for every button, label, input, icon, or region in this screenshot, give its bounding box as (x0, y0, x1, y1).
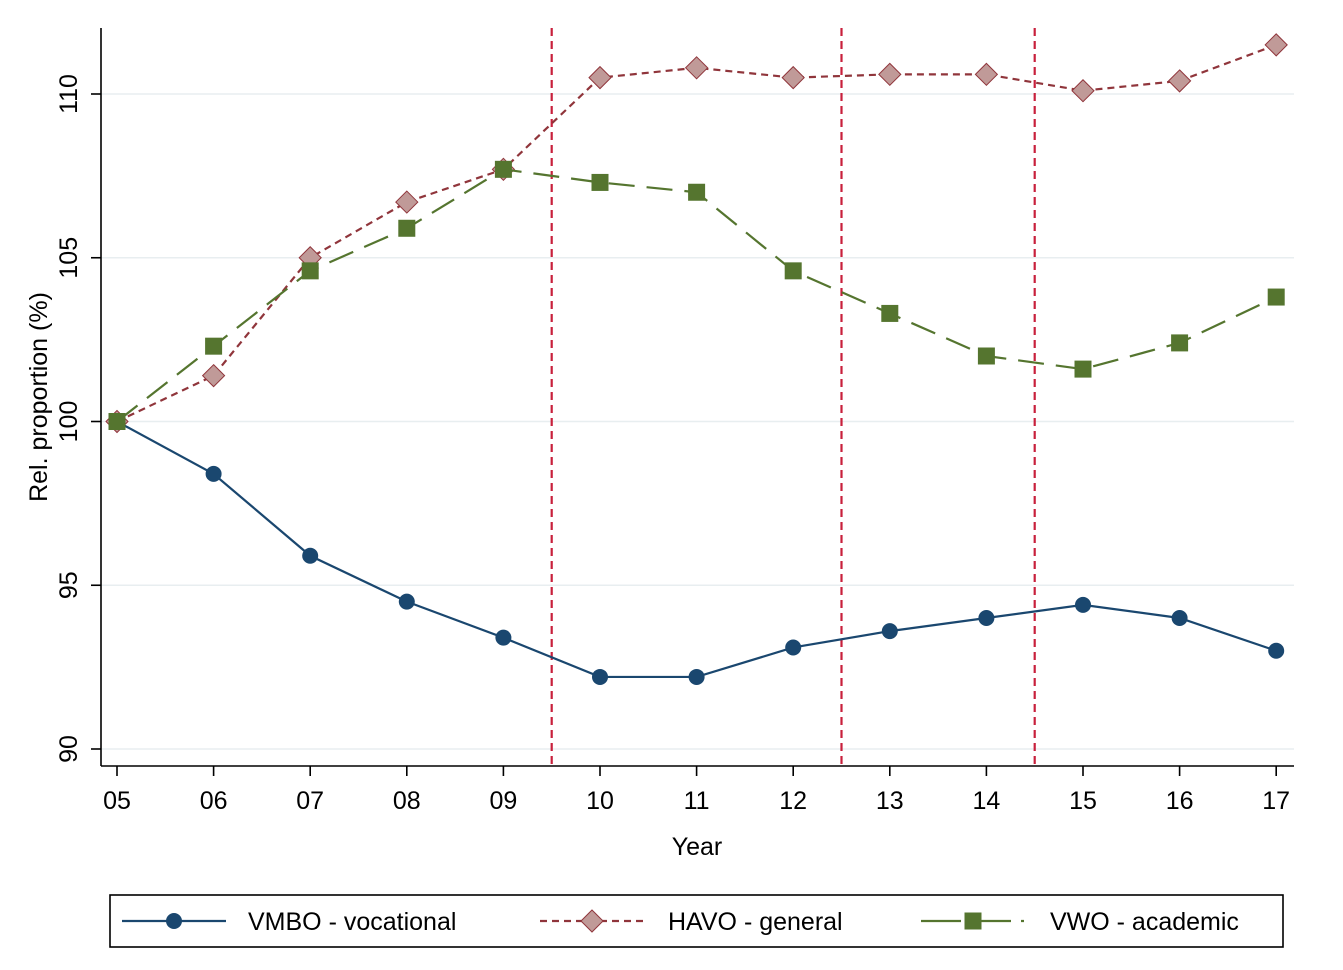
point-vmbo-circle-marker (398, 593, 415, 610)
y-tick-label: 105 (55, 237, 83, 279)
point-vmbo-circle-marker (1171, 610, 1188, 626)
x-tick-label: 11 (684, 787, 710, 815)
series-line-vwo (116, 168, 1277, 423)
legend-label: HAVO - general (668, 908, 843, 936)
point-vwo-square-marker (784, 262, 802, 280)
series-vwo (108, 160, 1285, 430)
y-axis-title: Rel. proportion (%) (25, 292, 53, 502)
point-vwo-square-marker (494, 160, 512, 178)
point-vwo-square-marker (688, 183, 706, 201)
series-line-havo (116, 43, 1277, 423)
point-vwo-square-marker (881, 304, 899, 322)
series (105, 33, 1288, 685)
legend-item-vmbo: VMBO - vocational (122, 908, 456, 936)
point-vwo-square-marker (108, 413, 126, 430)
point-vwo-square-marker (398, 219, 416, 237)
point-vmbo-circle-marker (881, 623, 898, 640)
legend-label: VWO - academic (1050, 908, 1239, 936)
legend-item-havo: HAVO - general (540, 908, 843, 936)
x-tick-label: 07 (296, 787, 324, 815)
point-vmbo-circle-marker (205, 465, 222, 482)
x-tick-label: 15 (1069, 787, 1097, 815)
point-vmbo-circle-marker (1075, 596, 1091, 613)
point-vmbo-circle-marker (302, 547, 319, 564)
point-havo-diamond-marker (1071, 79, 1095, 103)
point-vwo-square-marker (1267, 288, 1285, 306)
point-havo-diamond-marker (684, 56, 709, 80)
point-vmbo-circle-marker (1268, 642, 1285, 659)
point-havo-diamond-marker (588, 65, 612, 90)
point-havo-diamond-marker (781, 65, 805, 90)
legend: VMBO - vocational HAVO - general VWO - aca… (109, 894, 1284, 948)
point-vmbo-circle-marker (688, 668, 705, 685)
point-havo-diamond-marker (878, 62, 902, 87)
x-tick-label: 10 (586, 787, 614, 815)
point-vwo-square-marker (977, 347, 995, 365)
x-tick-label: 05 (103, 787, 131, 815)
y-tick-label: 90 (55, 735, 83, 763)
series-vmbo (109, 413, 1285, 685)
point-vwo-square-marker (1074, 360, 1092, 378)
point-vwo-square-marker (205, 337, 223, 355)
legend-havo-diamond-marker (580, 909, 604, 933)
point-vmbo-circle-marker (495, 629, 512, 646)
x-tick-label: 17 (1262, 787, 1290, 815)
y-tick-label: 100 (55, 401, 83, 443)
legend-label: VMBO - vocational (248, 908, 456, 936)
x-axis-title: Year (672, 833, 723, 861)
point-vwo-square-marker (1171, 334, 1189, 352)
point-havo-diamond-marker (1167, 69, 1192, 93)
x-tick-label: 16 (1166, 787, 1194, 815)
axes: 90 95 100 105 110 05 06 07 08 09 10 11 12 13 14 15 16 17 (55, 28, 1294, 815)
point-vwo-square-marker (591, 173, 609, 191)
point-havo-diamond-marker (1264, 33, 1288, 57)
x-tick-label: 06 (200, 787, 228, 815)
reference-lines (550, 28, 1036, 766)
x-tick-label: 09 (489, 787, 517, 815)
series-line-vmbo (116, 420, 1277, 679)
point-vmbo-circle-marker (978, 610, 995, 626)
point-havo-diamond-marker (395, 190, 419, 214)
x-tick-label: 12 (779, 787, 807, 815)
y-tick-label: 95 (55, 571, 83, 599)
point-vmbo-circle-marker (785, 639, 802, 656)
legend-item-vwo: VWO - academic (921, 908, 1239, 936)
point-havo-diamond-marker (974, 62, 999, 87)
point-vmbo-circle-marker (592, 668, 608, 685)
x-tick-label: 14 (972, 787, 1000, 815)
legend-box (109, 894, 1284, 948)
point-havo-diamond-marker (201, 363, 226, 388)
legend-vwo-square-marker (964, 912, 982, 930)
y-tick-label: 110 (55, 74, 83, 114)
x-tick-label: 08 (393, 787, 421, 815)
legend-vmbo-circle-marker (166, 913, 182, 929)
x-tick-label: 13 (876, 787, 904, 815)
point-vwo-square-marker (301, 262, 319, 280)
